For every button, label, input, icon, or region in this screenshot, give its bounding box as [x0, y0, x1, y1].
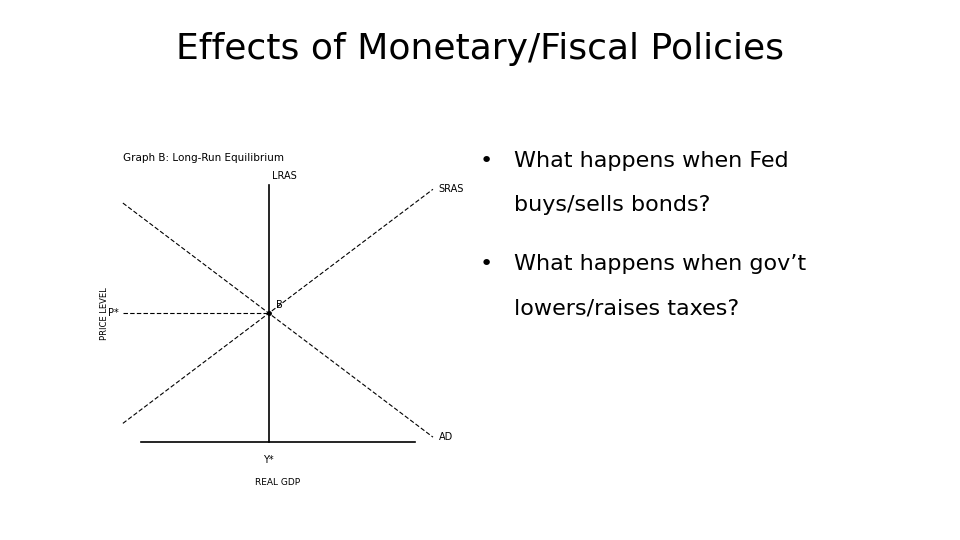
Text: buys/sells bonds?: buys/sells bonds? [514, 195, 710, 215]
Text: PRICE LEVEL: PRICE LEVEL [100, 287, 109, 340]
Text: Y*: Y* [263, 455, 275, 464]
Text: What happens when gov’t: What happens when gov’t [514, 254, 805, 274]
Text: •: • [480, 151, 493, 171]
Text: SRAS: SRAS [439, 184, 464, 194]
Text: B: B [276, 300, 283, 309]
Text: •: • [480, 254, 493, 274]
Text: LRAS: LRAS [273, 171, 298, 181]
Text: lowers/raises taxes?: lowers/raises taxes? [514, 298, 739, 318]
Text: Effects of Monetary/Fiscal Policies: Effects of Monetary/Fiscal Policies [176, 32, 784, 66]
Text: P*: P* [108, 308, 119, 318]
Text: What happens when Fed: What happens when Fed [514, 151, 788, 171]
Text: Graph B: Long-Run Equilibrium: Graph B: Long-Run Equilibrium [123, 153, 284, 163]
Text: REAL GDP: REAL GDP [255, 478, 300, 488]
Text: AD: AD [439, 432, 453, 442]
